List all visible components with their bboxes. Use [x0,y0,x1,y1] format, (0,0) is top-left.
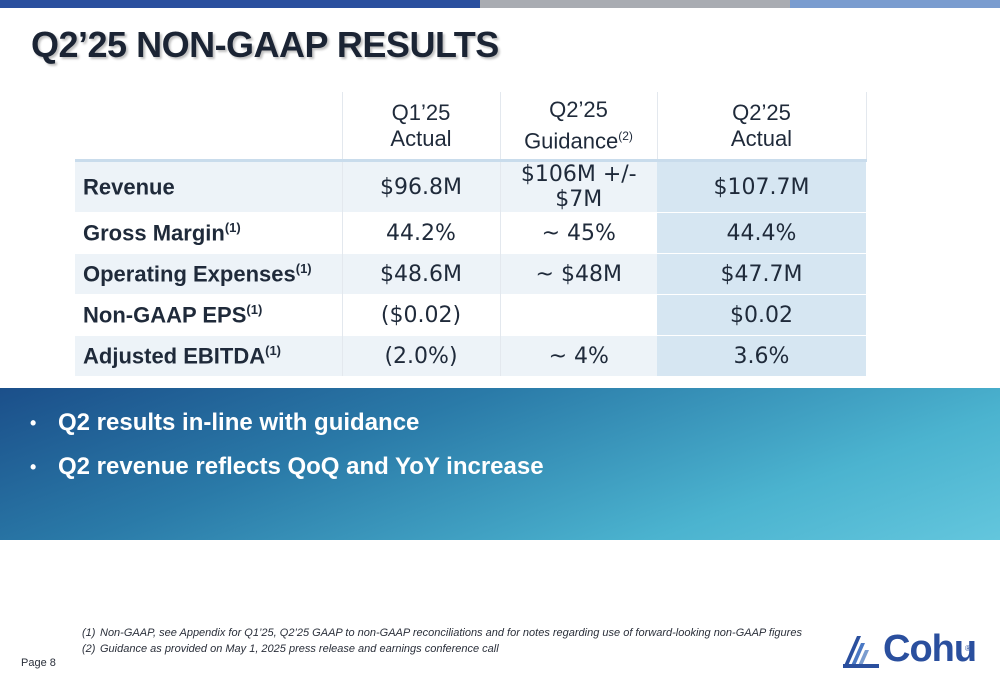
highlight-item: • Q2 results in-line with guidance [30,408,544,452]
header-line2: Actual [390,125,452,151]
header-empty-cell [75,92,342,161]
header-line2: Actual [730,125,793,151]
cell-q1-actual: $96.8M [341,160,500,213]
results-table: Q1’25 Actual Q2’25 Guidance(2) Q2’25 Act… [75,92,867,376]
table-row-operating-expenses: Operating Expenses(1) $48.6M ~ $48M $47.… [75,253,866,295]
row-label-text: Revenue [83,174,175,200]
header-line1: Q2’25 [732,99,791,125]
bullet-icon: • [30,413,37,433]
row-label: Non-GAAP EPS(1) [75,294,342,336]
header-line1: Q2’25 [549,96,608,122]
footnote-text: Guidance as provided on May 1, 2025 pres… [100,643,499,655]
row-label: Adjusted EBITDA(1) [75,335,342,376]
table-header-row: Q1’25 Actual Q2’25 Guidance(2) Q2’25 Act… [75,92,867,161]
footnotes: (1) Non-GAAP, see Appendix for Q1’25, Q2’… [82,625,802,657]
footnote-text: Non-GAAP, see Appendix for Q1’25, Q2’25 … [100,627,802,639]
footnote-number: (2) [82,643,96,655]
header-line1: Q1’25 [391,99,451,125]
cell-q2-guidance: ~ $48M [499,253,657,295]
top-accent-bar [0,0,1000,8]
table-row-revenue: Revenue $96.8M $106M +/- $7M $107.7M [75,160,866,213]
accent-segment-gray [480,0,790,8]
registered-mark: ® [965,644,971,653]
cell-q1-actual: ($0.02) [341,294,500,336]
footnote-ref: (2) [618,128,633,143]
header-q2-guidance: Q2’25 Guidance(2) [499,92,657,161]
cell-q2-guidance [499,294,657,336]
cell-q1-actual: $48.6M [341,253,500,295]
table-row-adjusted-ebitda: Adjusted EBITDA(1) (2.0%) ~ 4% 3.6% [75,335,866,376]
cell-q2-guidance: ~ 45% [499,212,657,254]
footnote-item: (1) Non-GAAP, see Appendix for Q1’25, Q2’… [82,625,802,641]
row-label-text: Gross Margin [83,220,225,246]
row-label-text: Operating Expenses [83,261,296,287]
table-row-gross-margin: Gross Margin(1) 44.2% ~ 45% 44.4% [75,212,866,254]
header-q2-actual: Q2’25 Actual [656,92,867,161]
cell-q2-actual: 3.6% [657,335,866,376]
row-label-text: Non-GAAP EPS [83,302,247,328]
row-label-text: Adjusted EBITDA [83,343,266,369]
cell-q2-actual: $107.7M [657,160,866,213]
header-q1-actual: Q1’25 Actual [341,92,500,161]
highlight-item: • Q2 revenue reflects QoQ and YoY increas… [30,452,544,496]
header-line2-text: Guidance [524,128,619,154]
highlights-banner: • Q2 results in-line with guidance • Q2 re… [0,388,1000,540]
slide-title: Q2’25 NON-GAAP RESULTS [31,24,499,65]
footnote-item: (2) Guidance as provided on May 1, 2025 p… [82,641,802,657]
accent-segment-lightblue [790,0,1000,8]
page-number: Page 8 [21,657,56,669]
cell-q2-actual: $47.7M [657,253,866,295]
row-label: Operating Expenses(1) [75,253,342,295]
footnote-ref: (1) [246,301,263,317]
footnote-ref: (1) [265,342,282,358]
cell-q2-actual: $0.02 [657,294,866,336]
row-label: Revenue [75,161,342,213]
cell-q2-actual: 44.4% [657,212,866,254]
cohu-stripes-logo-icon [843,636,879,668]
cell-q2-guidance: ~ 4% [499,335,657,376]
highlight-text: Q2 results in-line with guidance [58,409,420,436]
highlight-text: Q2 revenue reflects QoQ and YoY increase [58,453,544,480]
table-row-non-gaap-eps: Non-GAAP EPS(1) ($0.02) $0.02 [75,294,866,336]
header-line2: Guidance(2) [501,123,657,154]
bullet-icon: • [30,457,37,477]
accent-segment-blue [0,0,480,8]
cell-q1-actual: 44.2% [341,212,500,254]
highlights-list: • Q2 results in-line with guidance • Q2 re… [30,408,544,496]
row-label: Gross Margin(1) [75,212,342,254]
cell-q1-actual: (2.0%) [341,335,500,376]
logo-wordmark: Cohu [883,628,977,670]
footnote-ref: (1) [224,219,241,235]
footnote-number: (1) [82,627,96,639]
footnote-ref: (1) [295,260,312,276]
cell-q2-guidance: $106M +/- $7M [499,160,657,213]
company-logo: Cohu ® [843,628,977,672]
